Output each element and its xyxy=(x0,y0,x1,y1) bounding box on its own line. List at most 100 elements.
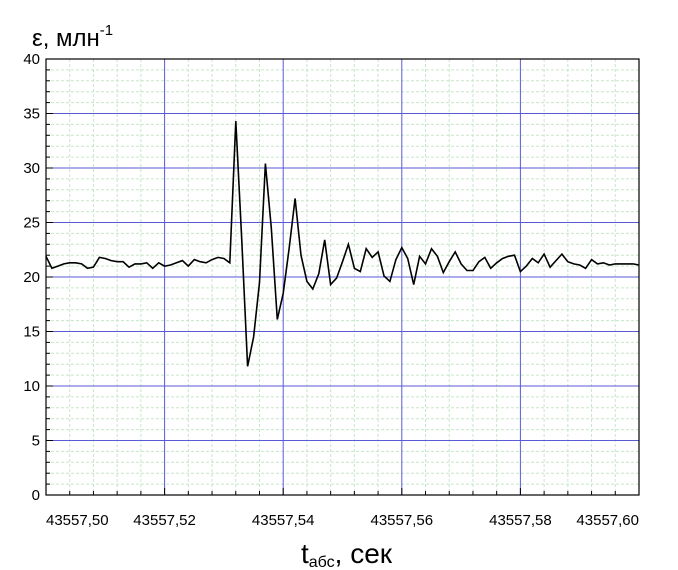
data-point xyxy=(365,248,367,250)
data-point xyxy=(247,366,249,368)
data-point xyxy=(312,288,314,290)
data-point xyxy=(259,282,261,284)
data-point xyxy=(128,266,130,268)
data-point xyxy=(63,263,65,265)
data-point xyxy=(407,258,409,260)
data-point xyxy=(69,262,71,264)
data-point xyxy=(348,244,350,246)
data-point xyxy=(81,263,83,265)
y-tick-label: 0 xyxy=(32,487,40,504)
y-tick-label: 25 xyxy=(23,215,40,232)
x-tick-label: 43557,60 xyxy=(576,512,639,529)
data-point xyxy=(448,261,450,263)
data-point xyxy=(146,262,148,264)
data-point xyxy=(383,275,385,277)
data-point xyxy=(223,258,225,260)
data-point xyxy=(431,248,433,250)
data-point xyxy=(401,247,403,249)
y-axis-title-text: ε, млн xyxy=(32,25,100,52)
y-tick-label: 15 xyxy=(23,324,40,341)
data-point xyxy=(122,261,124,263)
data-point xyxy=(359,271,361,273)
data-point xyxy=(276,319,278,321)
data-point xyxy=(217,257,219,259)
data-point xyxy=(354,267,356,269)
data-point xyxy=(93,266,95,268)
data-point xyxy=(603,262,605,264)
data-point xyxy=(496,262,498,264)
data-point xyxy=(110,260,112,262)
data-point xyxy=(502,258,504,260)
data-point xyxy=(324,239,326,241)
data-point xyxy=(176,262,178,264)
axis-ticks xyxy=(45,58,640,496)
data-point xyxy=(632,263,634,265)
data-point xyxy=(241,238,243,240)
x-tick-label: 43557,52 xyxy=(133,512,196,529)
y-tick-label: 35 xyxy=(23,106,40,123)
major-grid xyxy=(46,59,639,495)
data-point xyxy=(537,262,539,264)
data-point xyxy=(508,255,510,257)
data-point xyxy=(454,251,456,253)
data-point xyxy=(561,253,563,255)
data-point xyxy=(585,267,587,269)
data-point xyxy=(229,262,231,264)
data-point xyxy=(609,264,611,266)
data-point xyxy=(597,263,599,265)
data-point xyxy=(395,259,397,261)
data-point xyxy=(99,257,101,259)
y-tick-label: 5 xyxy=(32,433,40,450)
y-axis-title: ε, млн-1 xyxy=(32,22,113,52)
data-point xyxy=(330,284,332,286)
x-tick-label: 43557,56 xyxy=(371,512,434,529)
data-point xyxy=(543,253,545,255)
y-tick-labels: 0 5 10 15 20 25 30 35 40 xyxy=(23,51,40,504)
data-point xyxy=(294,198,296,200)
x-tick-label: 43557,50 xyxy=(46,512,109,529)
data-point xyxy=(638,264,640,266)
data-point xyxy=(437,255,439,257)
data-point xyxy=(472,270,474,272)
data-point xyxy=(188,265,190,267)
series-line xyxy=(45,121,640,367)
data-point xyxy=(520,271,522,273)
data-point xyxy=(526,265,528,267)
x-axis-title-subscript: абс xyxy=(309,554,335,570)
data-point xyxy=(573,263,575,265)
x-tick-labels: 43557,50 43557,52 43557,54 43557,56 43557,58… xyxy=(46,512,639,529)
data-point xyxy=(531,258,533,260)
y-tick-label: 30 xyxy=(23,160,40,177)
data-point xyxy=(342,261,344,263)
data-point xyxy=(288,248,290,250)
data-point xyxy=(425,263,427,265)
data-point xyxy=(549,266,551,268)
data-point xyxy=(620,263,622,265)
data-point xyxy=(389,281,391,283)
y-axis-title-superscript: -1 xyxy=(100,22,113,39)
data-point xyxy=(152,267,154,269)
x-axis-title-suffix: , сек xyxy=(335,538,393,569)
data-point xyxy=(579,264,581,266)
data-point xyxy=(51,267,53,269)
data-point xyxy=(105,258,107,260)
data-point xyxy=(45,255,47,257)
data-point xyxy=(567,261,569,263)
data-point xyxy=(443,272,445,274)
data-point xyxy=(377,251,379,253)
data-point xyxy=(205,262,207,264)
data-point xyxy=(336,277,338,279)
data-point xyxy=(87,267,89,269)
y-tick-label: 40 xyxy=(23,51,40,68)
data-point xyxy=(490,267,492,269)
data-point xyxy=(478,261,480,263)
data-point xyxy=(57,265,59,267)
data-point xyxy=(140,263,142,265)
x-axis-title-text: t xyxy=(301,538,309,569)
data-point xyxy=(116,261,118,263)
data-point xyxy=(466,270,468,272)
data-point xyxy=(484,257,486,259)
data-point xyxy=(134,263,136,265)
data-point xyxy=(371,257,373,259)
